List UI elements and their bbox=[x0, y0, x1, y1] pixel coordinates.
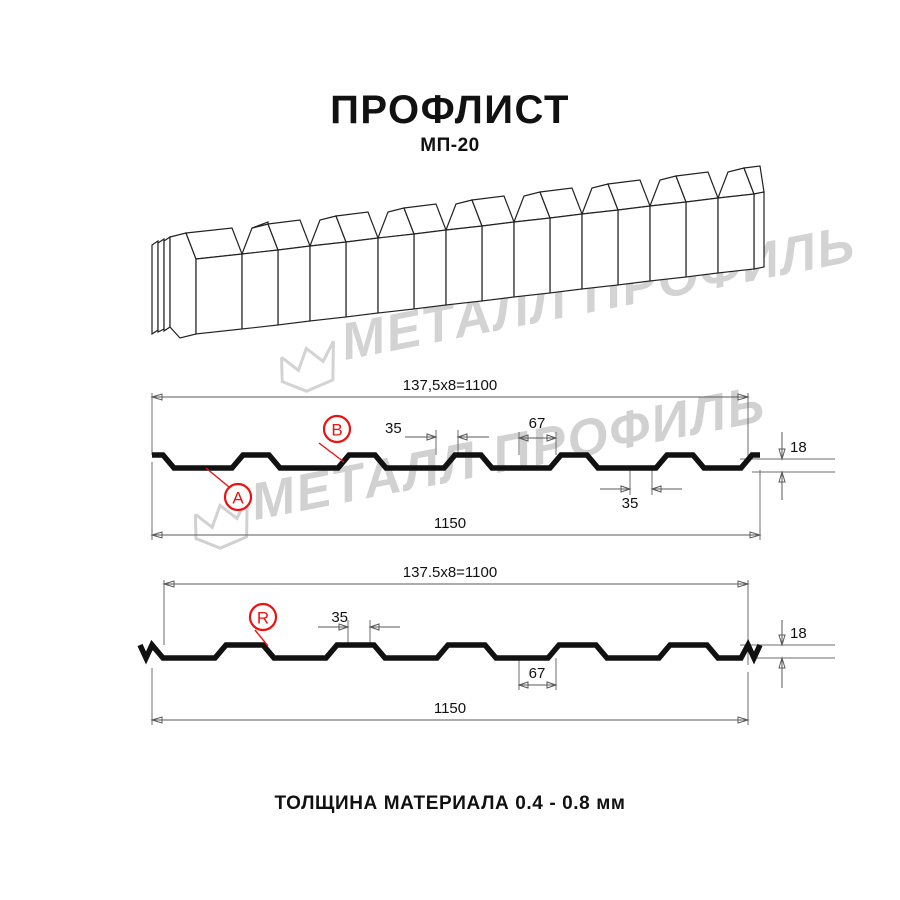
top-dimension-label-1: 137,5x8=1100 bbox=[403, 377, 497, 394]
rib-base-dimension-label-1b: 35 bbox=[622, 495, 639, 512]
top-dimension-label-2: 137.5x8=1100 bbox=[403, 564, 497, 581]
rib-base-dimension-label-2: 35 bbox=[331, 609, 348, 626]
profile-outline-top bbox=[152, 452, 760, 471]
profile-diagram-top: 137,5x8=1100 1150 18 35 bbox=[150, 377, 835, 540]
page-title: ПРОФЛИСТ bbox=[330, 88, 570, 132]
page-subtitle: МП-20 bbox=[420, 135, 480, 156]
rib-base-dimension-label-1: 35 bbox=[385, 420, 402, 437]
bottom-dimension-label-2: 1150 bbox=[434, 700, 466, 717]
marker-b: B bbox=[318, 414, 352, 463]
isometric-view bbox=[151, 165, 765, 339]
rib-top-dimension-label-1: 67 bbox=[529, 415, 546, 432]
marker-a: A bbox=[205, 467, 253, 512]
watermark-text-3: МЕТАЛЛ ПРОФИЛЬ bbox=[0, 0, 523, 12]
marker-b-label: B bbox=[331, 421, 342, 440]
profile-outline-bottom bbox=[137, 638, 763, 665]
rib-top-dimension-label-2: 67 bbox=[529, 665, 546, 682]
marker-r-label: R bbox=[257, 609, 269, 628]
bottom-dimension-label-1: 1150 bbox=[434, 515, 466, 532]
material-thickness-note: ТОЛЩИНА МАТЕРИАЛА 0.4 - 0.8 мм bbox=[274, 793, 626, 814]
marker-a-label: A bbox=[232, 489, 244, 508]
profile-diagram-bottom: 137.5x8=1100 1150 18 35 bbox=[137, 564, 835, 725]
marker-r: R bbox=[248, 602, 278, 647]
height-dimension-label-2: 18 bbox=[790, 625, 807, 642]
height-dimension-label-1: 18 bbox=[790, 439, 807, 456]
